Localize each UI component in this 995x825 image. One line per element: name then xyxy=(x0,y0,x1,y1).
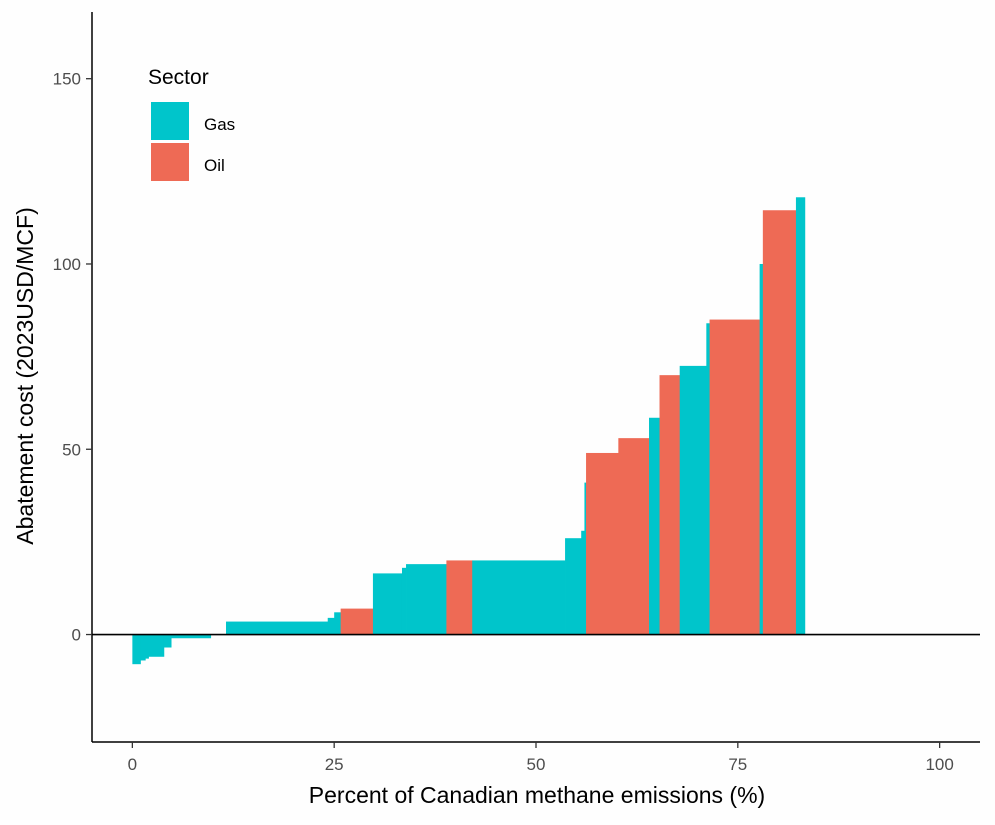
bar-gas-15 xyxy=(565,538,582,635)
bar-gas-8 xyxy=(334,612,342,635)
bar-gas-22 xyxy=(679,365,707,635)
y-axis-ticks: 0 50 100 150 xyxy=(53,70,92,645)
bar-gas-25 xyxy=(759,263,764,635)
legend-title: Sector xyxy=(148,66,209,89)
y-tick-label-3: 150 xyxy=(53,70,81,89)
x-tick-label-1: 25 xyxy=(325,755,344,774)
bar-oil-24 xyxy=(709,319,761,635)
legend-swatch-gas xyxy=(151,102,189,140)
bar-oil-21 xyxy=(659,375,681,635)
legend-swatch-oil xyxy=(151,143,189,181)
y-tick-label-0: 0 xyxy=(72,626,81,645)
y-tick-label-1: 50 xyxy=(62,440,81,459)
x-tick-label-2: 50 xyxy=(527,755,546,774)
bar-oil-18 xyxy=(586,452,619,635)
bar-gas-11 xyxy=(401,567,407,635)
bar-gas-17 xyxy=(584,482,587,635)
bar-gas-23 xyxy=(706,323,710,635)
bar-gas-0 xyxy=(132,634,141,665)
bar-gas-1 xyxy=(140,634,146,661)
bar-gas-4 xyxy=(163,634,172,648)
bar-gas-27 xyxy=(795,197,806,635)
bar-gas-20 xyxy=(649,417,660,635)
bar-oil-26 xyxy=(762,210,797,635)
x-tick-label-4: 100 xyxy=(925,755,953,774)
legend-label-oil: Oil xyxy=(204,156,225,175)
x-tick-label-3: 75 xyxy=(728,755,747,774)
bar-oil-9 xyxy=(340,608,374,635)
bar-gas-10 xyxy=(372,573,403,635)
bar-gas-12 xyxy=(406,564,447,635)
bar-gas-16 xyxy=(581,530,585,635)
bar-gas-7 xyxy=(327,617,335,635)
bar-oil-13 xyxy=(446,560,473,635)
x-axis-ticks: 0 25 50 75 100 xyxy=(128,742,954,774)
bar-gas-3 xyxy=(148,634,165,657)
legend-label-gas: Gas xyxy=(204,115,235,134)
y-tick-label-2: 100 xyxy=(53,255,81,274)
bar-gas-14 xyxy=(472,560,566,635)
y-axis-title: Abatement cost (2023USD/MCF) xyxy=(12,207,38,544)
legend: Sector Gas Oil xyxy=(148,66,235,181)
bar-oil-19 xyxy=(618,438,650,635)
bar-gas-5 xyxy=(171,634,212,639)
bar-gas-6 xyxy=(226,621,329,635)
bar-gas-2 xyxy=(145,634,149,659)
x-tick-label-0: 0 xyxy=(128,755,137,774)
bars-layer xyxy=(132,197,806,665)
x-axis-title: Percent of Canadian methane emissions (%… xyxy=(309,782,765,808)
